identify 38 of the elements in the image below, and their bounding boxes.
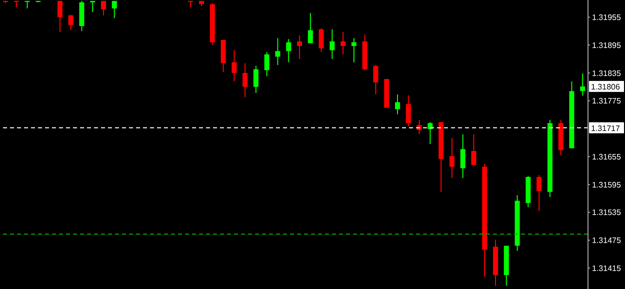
candlestick [340, 32, 346, 55]
candlestick [79, 0, 84, 32]
candlestick [275, 38, 280, 66]
y-tick-label: 1.31835 [592, 68, 622, 78]
y-tick-label: 1.31595 [592, 180, 622, 190]
candlestick [395, 94, 400, 115]
candlestick [264, 52, 270, 77]
ref-line-label: 1.31717 [591, 124, 620, 133]
y-tick-label: 1.31415 [592, 264, 622, 273]
candlestick [101, 0, 106, 16]
candlestick [232, 50, 237, 82]
candlestick [112, 0, 117, 19]
candlestick [471, 134, 476, 166]
candlestick [286, 38, 292, 63]
candlestick [68, 14, 74, 31]
candlestick [406, 94, 411, 127]
candlestick [351, 38, 356, 63]
candlestick [220, 39, 226, 73]
candlestick [253, 65, 258, 94]
candlestick [330, 28, 335, 60]
y-tick-label: 1.31535 [592, 208, 622, 218]
y-tick-label: 1.31655 [592, 152, 622, 162]
candlestick [308, 12, 313, 44]
candlestick [297, 34, 302, 60]
text: 1.31806 [591, 82, 620, 92]
candlestick [373, 64, 378, 95]
candlestick [428, 122, 433, 145]
candlestick [449, 137, 454, 178]
candlestick [318, 28, 324, 53]
candlestick [460, 134, 466, 178]
y-tick-label: 1.31775 [592, 96, 622, 106]
y-tick-label: 1.31955 [592, 13, 622, 22]
y-tick-label: 1.31475 [592, 236, 622, 246]
y-tick-label: 1.31895 [592, 40, 622, 50]
candlestick [580, 72, 586, 96]
candlestick [536, 174, 542, 212]
candlestick [57, 0, 62, 33]
candlestick [242, 62, 248, 98]
